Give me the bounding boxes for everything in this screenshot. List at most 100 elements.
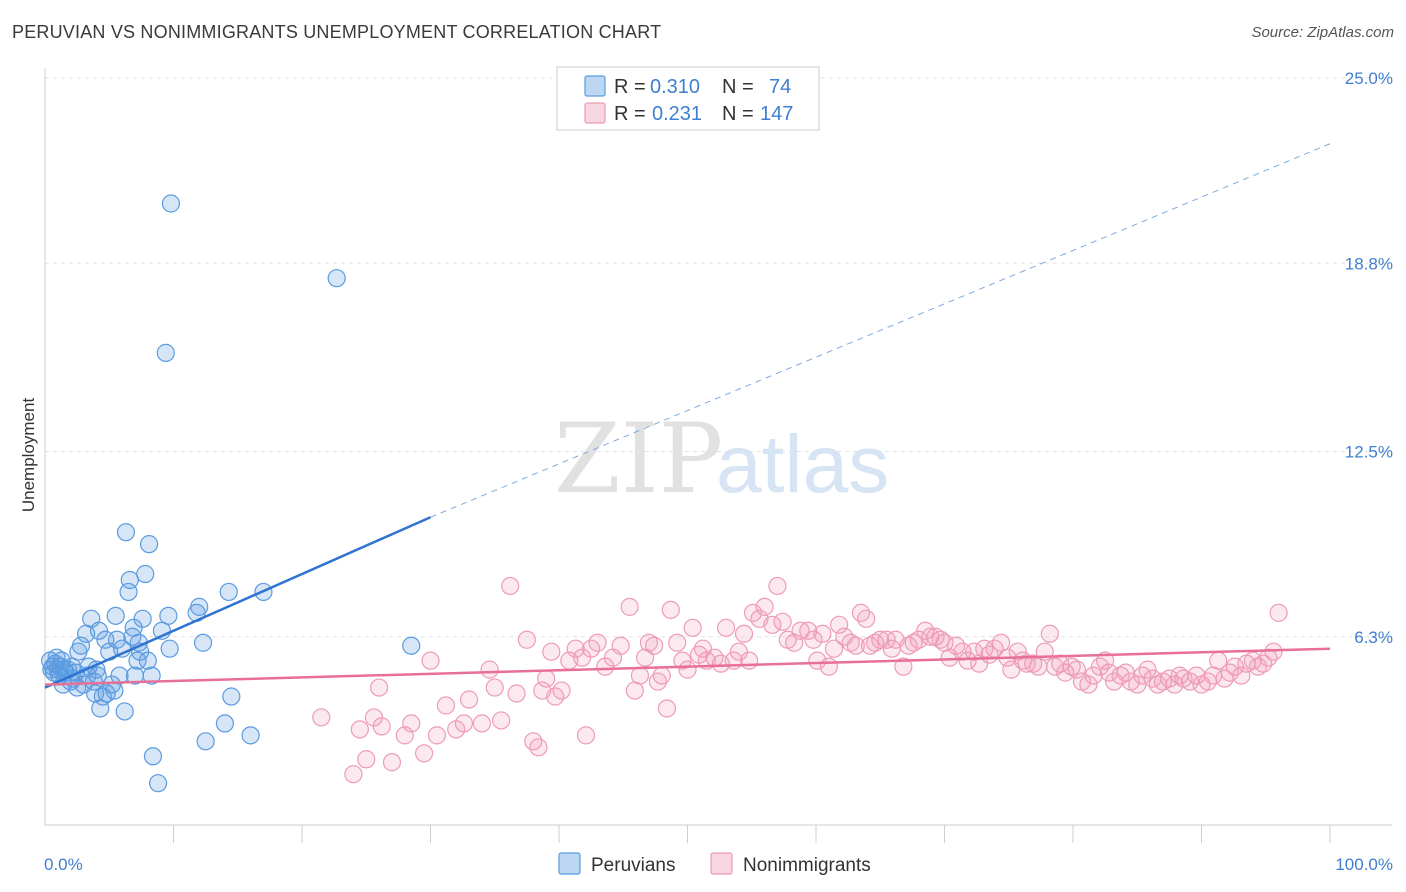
- peruvians-point: [215, 714, 234, 733]
- nonimmigrants-point: [611, 636, 630, 655]
- nonimmigrants-point: [657, 699, 677, 718]
- nonimmigrants-point: [537, 669, 556, 688]
- nonimmigrants-point: [1225, 657, 1245, 676]
- nonimmigrants-point: [1269, 603, 1288, 622]
- y-axis-title: Unemployment: [19, 398, 38, 513]
- nonimmigrants-point: [644, 636, 664, 655]
- nonimmigrants-point: [755, 597, 774, 616]
- legend-box: [556, 66, 820, 131]
- nonimmigrants-point: [1254, 654, 1273, 673]
- nonimmigrants-point: [1248, 657, 1268, 676]
- nonimmigrants-point: [768, 576, 787, 596]
- peruvians-point: [89, 621, 109, 640]
- nonimmigrants-point: [312, 708, 331, 727]
- peruvians-point: [241, 726, 260, 745]
- nonimmigrants-point: [436, 696, 456, 715]
- peruvians-trend-extension: [430, 143, 1331, 518]
- bottom-legend-nonimmigrants: Nonimmigrants: [743, 855, 871, 876]
- legend-n-label-1: N =: [722, 103, 754, 125]
- nonimmigrants-point: [472, 714, 491, 733]
- nonimmigrants-point: [866, 633, 885, 652]
- nonimmigrants-point: [1220, 663, 1239, 682]
- nonimmigrants-point: [1232, 666, 1251, 685]
- chart-title: PERUVIAN VS NONIMMIGRANTS UNEMPLOYMENT C…: [12, 22, 662, 42]
- peruvians-point: [159, 606, 178, 625]
- x-tick-label-1: 100.0%: [1335, 855, 1393, 874]
- bottom-legend-swatch-nonimmigrants: [710, 852, 733, 875]
- peruvians-point: [143, 747, 163, 766]
- peruvians-point: [138, 651, 157, 670]
- peruvians-point: [190, 597, 209, 616]
- nonimmigrants-point: [1084, 666, 1103, 685]
- nonimmigrants-point: [507, 684, 526, 703]
- legend-swatch-peruvians: [584, 75, 606, 97]
- nonimmigrants-point: [1017, 654, 1036, 673]
- nonimmigrants-point: [894, 657, 913, 676]
- nonimmigrants-point: [904, 633, 923, 652]
- legend-n-label-0: N =: [722, 76, 754, 98]
- watermark-zip: ZIP: [554, 403, 723, 515]
- nonimmigrants-point: [813, 624, 832, 643]
- legend-n-value-1: 147: [760, 103, 793, 125]
- nonimmigrants-trend-line: [44, 647, 1331, 686]
- axes: [44, 68, 1392, 843]
- nonimmigrants-point: [485, 678, 504, 697]
- nonimmigrants-point: [763, 615, 782, 634]
- nonimmigrants-point: [524, 732, 543, 751]
- nonimmigrants-point: [1243, 651, 1263, 670]
- nonimmigrants-point: [846, 636, 865, 655]
- peruvians-point: [193, 633, 213, 652]
- peruvians-point: [156, 343, 175, 362]
- nonimmigrants-point: [344, 765, 363, 784]
- nonimmigrants-point: [916, 621, 935, 640]
- nonimmigrants-point: [588, 633, 607, 652]
- chart-source: Source: ZipAtlas.com: [1251, 24, 1394, 41]
- peruvians-point: [120, 570, 139, 590]
- nonimmigrants-point: [830, 615, 849, 634]
- peruvians-point: [133, 609, 152, 628]
- watermark: ZIP atlas: [554, 403, 889, 515]
- nonimmigrants-point: [851, 603, 871, 622]
- bottom-legend-peruvians: Peruvians: [591, 855, 676, 876]
- peruvians-point: [106, 606, 125, 625]
- peruvians-points: [41, 194, 421, 793]
- nonimmigrants-point: [804, 630, 823, 649]
- peruvians-point: [196, 732, 215, 751]
- nonimmigrants-point: [421, 651, 440, 670]
- nonimmigrants-point: [1062, 657, 1081, 676]
- peruvians-point: [116, 523, 136, 542]
- nonimmigrants-point: [1133, 666, 1152, 685]
- y-tick-label-3: 25.0%: [1345, 69, 1393, 88]
- nonimmigrants-point: [542, 642, 561, 661]
- bottom-legend: Peruvians Nonimmigrants: [558, 852, 871, 876]
- nonimmigrants-point: [799, 621, 818, 640]
- legend-swatch-nonimmigrants: [584, 102, 606, 124]
- nonimmigrants-point: [819, 657, 838, 676]
- nonimmigrants-point: [824, 639, 844, 658]
- nonimmigrants-point: [841, 633, 860, 652]
- nonimmigrants-point: [740, 651, 759, 670]
- nonimmigrants-point: [958, 651, 977, 670]
- nonimmigrants-point: [620, 597, 639, 616]
- nonimmigrants-point: [964, 642, 984, 661]
- nonimmigrants-point: [668, 633, 687, 652]
- nonimmigrants-point: [639, 633, 659, 652]
- nonimmigrants-point: [382, 753, 402, 772]
- nonimmigrants-point: [1067, 660, 1086, 679]
- nonimmigrants-point: [678, 660, 697, 679]
- nonimmigrants-point: [529, 738, 548, 757]
- nonimmigrants-point: [630, 666, 650, 685]
- legend-r-value-0: 0.310: [650, 76, 700, 98]
- legend-r-label-1: R =: [614, 103, 646, 125]
- x-tick-label-0: 0.0%: [44, 855, 83, 874]
- nonimmigrants-point: [773, 612, 792, 631]
- y-tick-label-0: 6.3%: [1354, 628, 1393, 647]
- peruvians-trend-line: [44, 516, 432, 689]
- nonimmigrants-point: [370, 678, 389, 697]
- nonimmigrants-point: [552, 681, 571, 700]
- nonimmigrants-point: [372, 717, 391, 736]
- nonimmigrants-point: [1259, 648, 1278, 667]
- legend-r-label-0: R =: [614, 76, 646, 98]
- bottom-legend-swatch-peruvians: [558, 852, 581, 875]
